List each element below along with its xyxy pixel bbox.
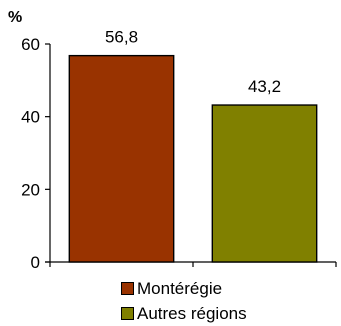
data-labels: 56,8 43,2 bbox=[105, 28, 281, 96]
legend-item-monteregie: Montérégie bbox=[121, 276, 247, 301]
bars bbox=[68, 54, 318, 263]
legend-item-autres-regions: Autres régions bbox=[121, 301, 247, 326]
y-tick-label: 60 bbox=[21, 35, 40, 54]
bar-1 bbox=[211, 104, 318, 263]
legend-label-monteregie: Montérégie bbox=[137, 279, 223, 298]
legend: Montérégie Autres régions bbox=[121, 276, 247, 326]
y-tick-label: 0 bbox=[31, 253, 40, 272]
legend-swatch-monteregie bbox=[121, 282, 134, 295]
bar-chart: % 0 20 40 60 56,8 43,2 bbox=[8, 9, 337, 272]
y-axis-label: % bbox=[8, 9, 22, 26]
data-label-0: 56,8 bbox=[105, 28, 138, 47]
y-tick-label: 20 bbox=[21, 180, 40, 199]
bar-0 bbox=[68, 54, 175, 263]
legend-label-autres-regions: Autres régions bbox=[137, 304, 247, 323]
y-tick-label: 40 bbox=[21, 108, 40, 127]
data-label-1: 43,2 bbox=[248, 77, 281, 96]
legend-swatch-autres-regions bbox=[121, 307, 134, 320]
